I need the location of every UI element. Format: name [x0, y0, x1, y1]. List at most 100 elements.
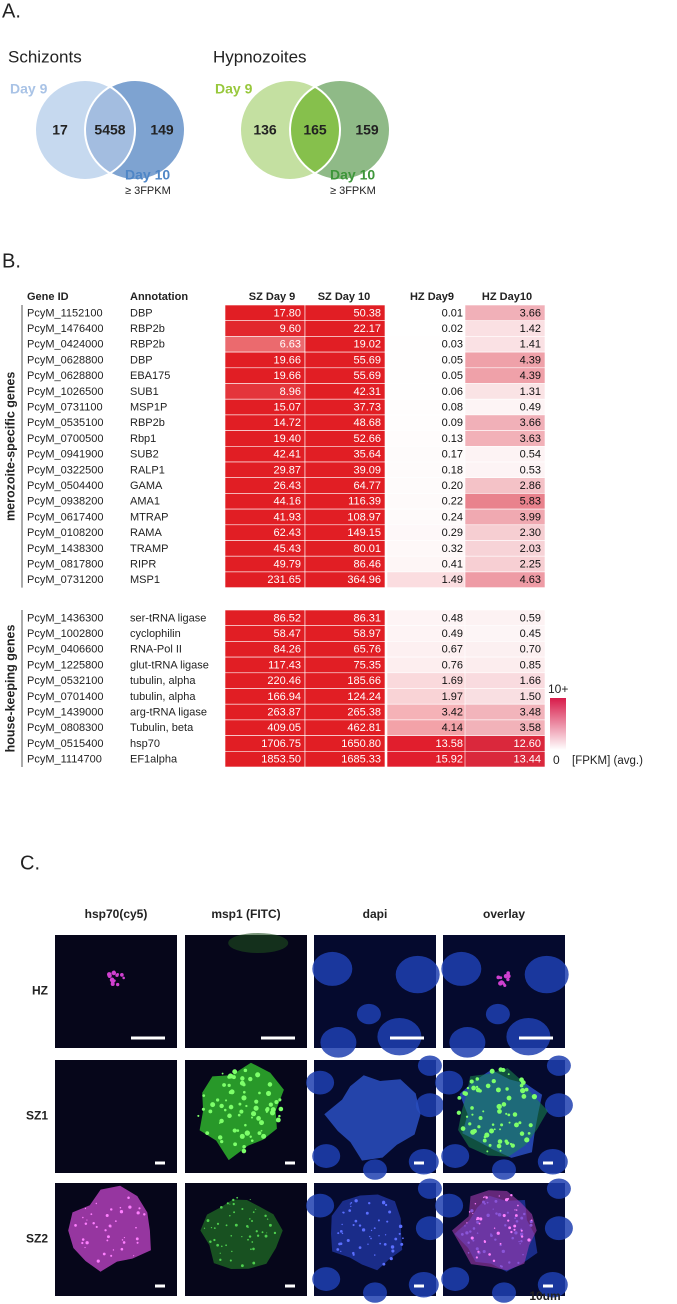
signal-dot [501, 1102, 507, 1107]
signal-dot [378, 1235, 380, 1237]
signal-dot [510, 1143, 515, 1148]
nucleus [546, 1055, 571, 1076]
nucleus [435, 1193, 464, 1218]
signal-dot [471, 1085, 476, 1091]
signal-dot [386, 1220, 389, 1223]
signal-dot [215, 1098, 220, 1102]
signal-dot [361, 1228, 366, 1232]
signal-dot [341, 1232, 344, 1235]
signal-dot [495, 1087, 501, 1093]
signal-dot [336, 1248, 340, 1251]
signal-dot [496, 1231, 500, 1235]
signal-dot [469, 1079, 474, 1084]
signal-dot [102, 1252, 106, 1256]
signal-dot [242, 1090, 246, 1094]
expression-value: 1706.75 [261, 738, 301, 750]
signal-dot [382, 1262, 386, 1266]
signal-dot [92, 1221, 95, 1225]
annotation: GAMA [130, 480, 163, 492]
signal-dot [220, 1139, 224, 1144]
signal-dot [496, 1143, 502, 1149]
column-header: Gene ID [27, 291, 69, 303]
signal-dot [96, 1259, 100, 1263]
signal-dot [217, 1135, 223, 1140]
gene-id: PcyM_0108200 [27, 527, 103, 539]
signal-dot [74, 1224, 77, 1227]
expression-value: 64.77 [353, 480, 381, 492]
signal-dot [504, 1139, 508, 1143]
annotation: RBP2b [130, 339, 165, 351]
signal-dot [256, 1116, 261, 1121]
expression-value: 0.02 [442, 323, 463, 335]
expression-value: 3.66 [520, 307, 541, 319]
signal-dot [109, 977, 115, 983]
signal-dot [485, 1196, 488, 1199]
signal-dot [342, 1211, 344, 1214]
row-label: SZ1 [26, 1109, 48, 1123]
signal-dot [201, 1107, 205, 1111]
signal-dot [499, 980, 504, 985]
signal-dot [507, 1073, 510, 1076]
signal-dot [232, 1069, 238, 1075]
signal-dot [223, 1108, 227, 1112]
expression-value: 0.49 [442, 628, 463, 640]
signal-dot [255, 1230, 258, 1233]
signal-dot [249, 1135, 252, 1138]
signal-dot [202, 1094, 206, 1098]
signal-dot [210, 1102, 216, 1108]
expression-value: 22.17 [353, 323, 381, 335]
signal-dot [524, 1137, 530, 1143]
signal-dot [370, 1237, 372, 1240]
venn-count: 17 [52, 122, 68, 138]
expression-value: 0.32 [442, 543, 463, 555]
signal-dot [216, 1222, 220, 1225]
expression-value: 124.24 [347, 691, 381, 703]
signal-dot [245, 1104, 248, 1108]
legend-unit: [FPKM] (avg.) [572, 755, 643, 767]
signal-dot [512, 1112, 518, 1117]
expression-value: 0.17 [442, 449, 463, 461]
expression-value: 37.73 [353, 401, 381, 413]
signal-dot [249, 1218, 251, 1220]
expression-value: 166.94 [267, 691, 301, 703]
signal-dot [269, 1110, 276, 1116]
gene-id: PcyM_1438300 [27, 543, 103, 555]
signal-dot [486, 1150, 489, 1153]
signal-dot [477, 1250, 480, 1253]
signal-dot [382, 1201, 386, 1205]
signal-dot [205, 1131, 210, 1136]
expression-value: 2.86 [520, 480, 541, 492]
signal-dot [232, 1202, 235, 1206]
expression-value: 1.49 [442, 574, 463, 586]
micrograph [306, 1055, 444, 1180]
venn-left-label: Day 9 [215, 81, 253, 97]
expression-value: 49.79 [273, 558, 301, 570]
expression-value: 1.97 [442, 691, 463, 703]
signal-dot [384, 1234, 387, 1236]
expression-value: 0.05 [442, 354, 463, 366]
venn-left-label: Day 9 [10, 81, 48, 97]
nucleus [544, 1093, 573, 1118]
expression-value: 12.60 [513, 738, 541, 750]
expression-value: 0.24 [442, 511, 463, 523]
signal-dot [499, 1128, 501, 1131]
column-header: SZ Day 10 [318, 291, 371, 303]
expression-value: 35.64 [353, 449, 381, 461]
signal-dot [373, 1254, 376, 1256]
expression-value: 42.41 [273, 449, 301, 461]
signal-dot [107, 973, 112, 978]
signal-dot [222, 1083, 226, 1087]
annotation: DBP [130, 354, 153, 366]
signal-dot [236, 1196, 239, 1199]
annotation: Rbp1 [130, 433, 156, 445]
venn-count: 5458 [94, 122, 125, 138]
signal-dot [266, 1218, 269, 1220]
expression-value: 86.31 [353, 612, 381, 624]
nucleus [546, 1178, 571, 1199]
venn-count: 149 [150, 122, 174, 138]
signal-dot [514, 1209, 516, 1211]
signal-dot [398, 1232, 401, 1235]
expression-value: 0.03 [442, 339, 463, 351]
signal-dot [503, 973, 509, 979]
